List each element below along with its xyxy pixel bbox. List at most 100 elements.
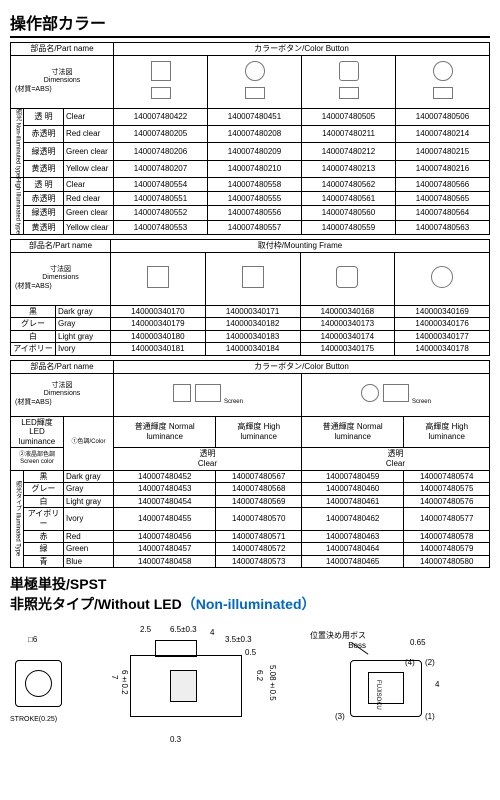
part-number: 140007480462 [301, 508, 403, 530]
part-number: 140007480455 [114, 508, 216, 530]
th-partname-2: 部品名/Part name [11, 240, 111, 253]
part-number: 140007480212 [302, 143, 396, 160]
part-number: 140007480565 [396, 192, 490, 206]
table-color-button-2: 部品名/Part name カラーボタン/Color Button 寸法図 Di… [10, 360, 490, 568]
part-number: 140007480571 [216, 530, 302, 543]
part-number: 140007480578 [404, 530, 490, 543]
color-jp: 白 [24, 495, 64, 508]
th-clear-1: 透明 Clear [114, 448, 302, 470]
vertical-label: High Illuminated type [11, 177, 24, 234]
color-en: Green clear [64, 206, 114, 220]
table-row: グレーGray140007480453140007480568140007480… [11, 483, 490, 496]
vertical-label: 照光タイプ Illuminated Type [11, 470, 24, 568]
part-number: 140007480560 [302, 206, 396, 220]
dim-icon-m2 [205, 252, 300, 305]
part-number: 140007480551 [114, 192, 208, 206]
dim-icon-m4 [395, 252, 490, 305]
dim-icon-s2: Screen [301, 373, 489, 416]
color-jp: 青 [24, 555, 64, 568]
table-row: 緑Green1400074804571400074805721400074804… [11, 543, 490, 556]
part-number: 140007480561 [302, 192, 396, 206]
part-number: 140007480207 [114, 160, 208, 177]
color-en: Ivory [56, 343, 111, 356]
part-number: 140007480209 [208, 143, 302, 160]
table-color-button-1: 部品名/Part name カラーボタン/Color Button 寸法図 Di… [10, 42, 490, 235]
part-number: 140007480556 [208, 206, 302, 220]
color-en: Gray [64, 483, 114, 496]
part-number: 140007480451 [208, 108, 302, 125]
part-number: 140007480459 [301, 470, 403, 483]
th-led-lum: LED輝度 LED luminance [11, 416, 64, 448]
table-row: グレーGray140000340179140000340182140000340… [11, 318, 490, 331]
part-number: 140007480580 [404, 555, 490, 568]
color-en: Red clear [64, 192, 114, 206]
part-number: 140000340170 [111, 305, 206, 318]
th-partname-3: 部品名/Part name [11, 360, 114, 373]
table-row: 赤透明Red clear1400074805511400074805551400… [11, 192, 490, 206]
part-number: 140000340177 [395, 330, 490, 343]
th-body-color: ①色調/Color [64, 416, 114, 470]
technical-diagram: □6 STROKE(0.25) 2.5 6.5±0.3 4 3.5±0.3 0.… [10, 620, 490, 760]
part-number: 140007480465 [301, 555, 403, 568]
part-number: 140007480457 [114, 543, 216, 556]
part-number: 140000340180 [111, 330, 206, 343]
part-number: 140000340174 [300, 330, 395, 343]
dim-icon-1 [114, 55, 208, 108]
part-number: 140000340173 [300, 318, 395, 331]
dim-icon-2 [208, 55, 302, 108]
color-jp: アイボリー [11, 343, 56, 356]
part-number: 140000340175 [300, 343, 395, 356]
part-number: 140007480566 [396, 177, 490, 191]
table-row: アイボリーIvory140007480455140007480570140007… [11, 508, 490, 530]
part-number: 140007480553 [114, 220, 208, 234]
color-jp: 緑 [24, 543, 64, 556]
vertical-label: 照光 Non-illuminuted type [11, 108, 24, 177]
part-number: 140007480215 [396, 143, 490, 160]
part-number: 140007480574 [404, 470, 490, 483]
part-number: 140007480552 [114, 206, 208, 220]
color-jp: 黒 [24, 470, 64, 483]
th-dimensions-2: 寸法図 Dimensions (材質=ABS) [11, 252, 111, 305]
part-number: 140000340182 [205, 318, 300, 331]
part-number: 140000340181 [111, 343, 206, 356]
part-number: 140007480559 [302, 220, 396, 234]
part-number: 140007480579 [404, 543, 490, 556]
table-row: 白Light gray14000034018014000034018314000… [11, 330, 490, 343]
table-row: High Illuminated type透 明Clear14000748055… [11, 177, 490, 191]
color-jp: グレー [11, 318, 56, 331]
color-en: Red [64, 530, 114, 543]
color-jp: 赤 [24, 530, 64, 543]
color-en: Light gray [64, 495, 114, 508]
part-number: 140007480573 [216, 555, 302, 568]
part-number: 140007480211 [302, 125, 396, 142]
part-number: 140000340178 [395, 343, 490, 356]
part-number: 140007480458 [114, 555, 216, 568]
page-title: 操作部カラー [10, 10, 490, 38]
part-number: 140007480572 [216, 543, 302, 556]
part-number: 140007480558 [208, 177, 302, 191]
color-jp: 透 明 [24, 108, 64, 125]
part-number: 140007480464 [301, 543, 403, 556]
part-number: 140007480555 [208, 192, 302, 206]
color-jp: 白 [11, 330, 56, 343]
color-en: Yellow clear [64, 220, 114, 234]
table-row: 黄透明Yellow clear1400074802071400074802101… [11, 160, 490, 177]
color-jp: 緑透明 [24, 206, 64, 220]
part-number: 140007480554 [114, 177, 208, 191]
color-en: Yellow clear [64, 160, 114, 177]
part-number: 140007480454 [114, 495, 216, 508]
table-row: 赤透明Red clear1400074802051400074802081400… [11, 125, 490, 142]
part-number: 140007480205 [114, 125, 208, 142]
part-number: 140000340168 [300, 305, 395, 318]
color-jp: 黄透明 [24, 220, 64, 234]
part-number: 140007480562 [302, 177, 396, 191]
part-number: 140007480460 [301, 483, 403, 496]
color-en: Dark gray [56, 305, 111, 318]
color-jp: 赤透明 [24, 125, 64, 142]
dim-icon-3 [302, 55, 396, 108]
color-jp: 緑透明 [24, 143, 64, 160]
dim-icon-s1: Screen [114, 373, 302, 416]
color-en: Light gray [56, 330, 111, 343]
table-mounting-frame: 部品名/Part name 取付枠/Mounting Frame 寸法図 Dim… [10, 239, 490, 356]
part-number: 140007480463 [301, 530, 403, 543]
